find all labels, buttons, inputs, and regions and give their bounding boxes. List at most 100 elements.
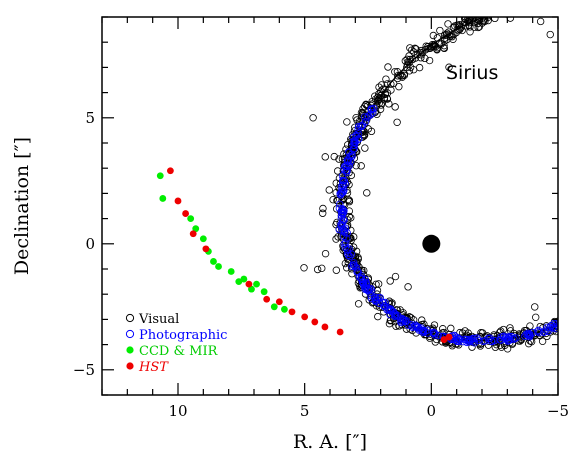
visual-point [384, 63, 392, 71]
visual-point [507, 8, 514, 15]
visual-point [321, 153, 329, 161]
ccd-mir-point [270, 303, 278, 311]
photographic-point [397, 318, 405, 327]
visual-point [425, 56, 434, 65]
photographic-point [571, 316, 578, 323]
visual-point [579, 0, 586, 3]
visual-point [485, 17, 493, 20]
visual-point [571, 287, 578, 294]
visual-point [474, 23, 482, 32]
hst-point [174, 197, 182, 205]
visual-point [541, 0, 548, 7]
photographic-point [582, 306, 588, 313]
visual-point [578, 0, 585, 4]
visual-point [527, 0, 534, 7]
visual-point [471, 17, 479, 20]
visual-point [582, 308, 588, 315]
visual-point [570, 3, 577, 10]
visual-point [341, 259, 350, 268]
visual-point [361, 144, 369, 152]
visual-point [349, 243, 358, 251]
visual-point [567, 312, 574, 319]
visual-point [481, 17, 489, 19]
photographic-point [567, 317, 574, 324]
visual-point [561, 311, 568, 318]
visual-point [581, 306, 588, 313]
visual-point [442, 31, 451, 39]
visual-point [580, 299, 587, 306]
visual-point [573, 0, 580, 4]
visual-point [580, 299, 587, 306]
visual-point [549, 0, 556, 6]
visual-point [584, 302, 588, 309]
visual-point [452, 28, 461, 37]
visual-point [552, 0, 559, 3]
visual-point [485, 9, 492, 16]
visual-point [511, 2, 518, 9]
visual-point [574, 4, 581, 11]
photographic-point [423, 326, 431, 334]
ccd-mir-point [281, 305, 288, 313]
photographic-point [348, 262, 356, 270]
visual-point [518, 3, 525, 10]
visual-point [406, 44, 414, 52]
visual-point [570, 314, 577, 321]
visual-point [514, 0, 521, 3]
photographic-point [381, 298, 389, 307]
visual-point [318, 264, 326, 273]
photographic-point [392, 310, 400, 319]
visual-point [474, 19, 482, 28]
axis-tick-labels: 10 5 0 −5 −5 0 5 [73, 109, 569, 420]
visual-point [496, 341, 505, 349]
visual-point [553, 8, 560, 15]
photographic-point [351, 138, 359, 146]
visual-point [417, 46, 425, 55]
visual-point [461, 17, 469, 23]
visual-point [528, 1, 535, 8]
visual-point [372, 302, 381, 310]
visual-point [345, 212, 353, 221]
photographic-point [378, 298, 386, 306]
photographic-point [371, 293, 380, 302]
visual-point [532, 313, 540, 322]
visual-point [577, 3, 584, 10]
photographic-point [577, 311, 584, 318]
visual-point [494, 6, 501, 13]
visual-point [478, 10, 485, 17]
visual-point [385, 319, 394, 328]
visual-point [359, 117, 368, 126]
ccd-mir-point [199, 235, 207, 243]
visual-point [478, 8, 485, 15]
photographic-point [354, 125, 362, 134]
visual-point [488, 17, 493, 18]
visual-point [550, 0, 557, 3]
visual-point [561, 318, 568, 325]
visual-point [570, 319, 577, 326]
photographic-point [347, 250, 356, 258]
visual-point [374, 97, 382, 105]
visual-point [579, 308, 586, 315]
visual-point [374, 90, 383, 98]
photographic-point [370, 293, 379, 301]
visual-point [440, 44, 448, 53]
visual-point [382, 75, 390, 83]
visual-point [571, 0, 578, 1]
ccd-mir-point [253, 280, 260, 288]
visual-point [499, 8, 506, 15]
visual-point [480, 8, 487, 15]
visual-point [354, 300, 363, 308]
photographic-point [562, 319, 569, 326]
photographic-point [361, 113, 369, 121]
visual-point [438, 329, 446, 337]
visual-point [514, 8, 521, 15]
visual-point [393, 118, 401, 126]
visual-point [576, 3, 583, 10]
axis-ticks [101, 16, 559, 396]
photographic-point [391, 312, 399, 320]
visual-point [565, 319, 572, 326]
visual-point [334, 233, 342, 241]
visual-point [546, 2, 553, 9]
visual-point [406, 63, 415, 72]
visual-point [447, 324, 455, 333]
visual-point [557, 324, 558, 327]
